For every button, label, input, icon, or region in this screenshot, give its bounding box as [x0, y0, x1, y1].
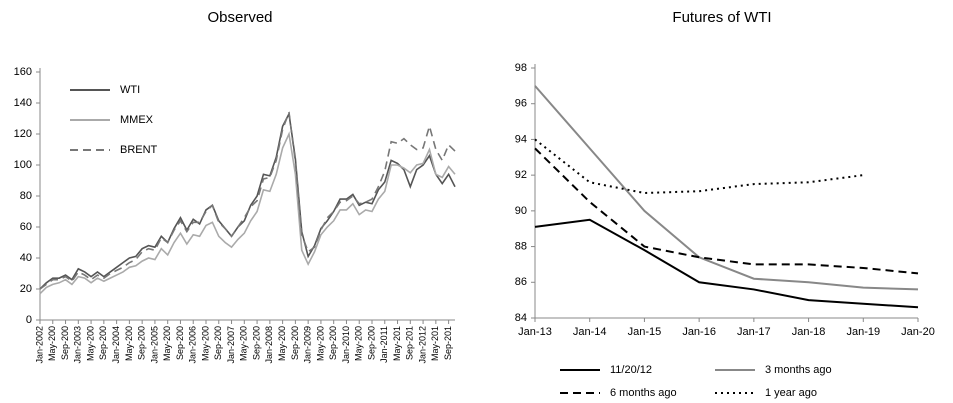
x-tick-label: Jan-19 [846, 326, 880, 338]
x-tick-label: May-200 [124, 326, 134, 361]
y-tick-label: 98 [515, 62, 527, 74]
chart-title: Observed [207, 9, 272, 26]
y-tick-label: 92 [515, 169, 527, 181]
x-tick-label: May-200 [354, 326, 364, 361]
x-tick-label: Jan-2008 [264, 326, 274, 364]
x-tick-label: Sep-201 [443, 326, 453, 360]
y-tick-label: 60 [20, 221, 32, 233]
y-tick-label: 40 [20, 252, 32, 264]
x-tick-label: Sep-200 [328, 326, 338, 360]
series-line [534, 218, 919, 309]
x-tick-label: Jan-15 [628, 326, 662, 338]
legend-label: 1 year ago [765, 387, 817, 399]
x-tick-label: Sep-201 [405, 326, 415, 360]
legend-label: WTI [120, 84, 140, 96]
legend-label: 11/20/12 [610, 364, 652, 376]
x-tick-label: Sep-200 [60, 326, 70, 360]
y-tick-label: 0 [26, 314, 32, 326]
x-tick-label: Sep-200 [251, 326, 261, 360]
x-tick-label: May-200 [277, 326, 287, 361]
x-tick-label: Sep-200 [98, 326, 108, 360]
series-line [39, 131, 456, 295]
x-tick-label: Jan-2009 [303, 326, 313, 364]
y-tick-label: 96 [515, 98, 527, 110]
y-tick-label: 90 [515, 205, 527, 217]
x-tick-label: Jan-14 [573, 326, 607, 338]
x-tick-label: May-201 [430, 326, 440, 361]
x-tick-label: Jan-13 [518, 326, 552, 338]
x-tick-label: Jan-20 [901, 326, 935, 338]
x-tick-label: Jan-2011 [379, 326, 389, 363]
x-tick-label: Sep-200 [137, 326, 147, 360]
legend-label: BRENT [120, 144, 158, 156]
x-tick-label: Sep-200 [366, 326, 376, 360]
x-tick-label: Sep-200 [290, 326, 300, 360]
x-tick-label: Jan-16 [682, 326, 716, 338]
series-line [39, 111, 456, 290]
x-tick-label: Jan-17 [737, 326, 771, 338]
x-tick-label: Jan-18 [792, 326, 826, 338]
x-tick-label: May-200 [239, 326, 249, 361]
legend-label: 6 months ago [610, 387, 677, 399]
series-line [534, 138, 864, 195]
y-tick-label: 94 [515, 133, 527, 145]
y-tick-label: 160 [14, 66, 32, 78]
series-line [534, 147, 919, 275]
x-tick-label: Jan-2010 [341, 326, 351, 364]
y-tick-label: 88 [515, 240, 527, 252]
y-tick-label: 140 [14, 97, 32, 109]
x-tick-label: Jan-2002 [34, 326, 44, 364]
y-tick-label: 80 [20, 190, 32, 202]
legend-label: 3 months ago [765, 364, 832, 376]
series-line [534, 85, 919, 291]
y-tick-label: 20 [20, 283, 32, 295]
x-tick-label: Jan-2005 [149, 326, 159, 364]
x-tick-label: Jan-2004 [111, 326, 121, 364]
x-tick-label: Jan-2012 [417, 326, 427, 364]
x-tick-label: May-200 [315, 326, 325, 361]
series-line [39, 112, 456, 290]
x-tick-label: May-200 [85, 326, 95, 361]
chart-title: Futures of WTI [672, 9, 771, 26]
x-tick-label: May-200 [47, 326, 57, 361]
x-tick-label: Jan-2003 [73, 326, 83, 364]
x-tick-label: May-200 [200, 326, 210, 361]
y-tick-label: 120 [14, 128, 32, 140]
x-tick-label: May-201 [392, 326, 402, 361]
x-tick-label: Jan-2007 [226, 326, 236, 364]
legend-label: MMEX [120, 114, 154, 126]
y-tick-label: 86 [515, 276, 527, 288]
x-tick-label: Sep-200 [213, 326, 223, 360]
x-tick-label: Jan-2006 [188, 326, 198, 364]
y-tick-label: 84 [515, 312, 527, 324]
y-tick-label: 100 [14, 159, 32, 171]
x-tick-label: Sep-200 [175, 326, 185, 360]
x-tick-label: May-200 [162, 326, 172, 361]
